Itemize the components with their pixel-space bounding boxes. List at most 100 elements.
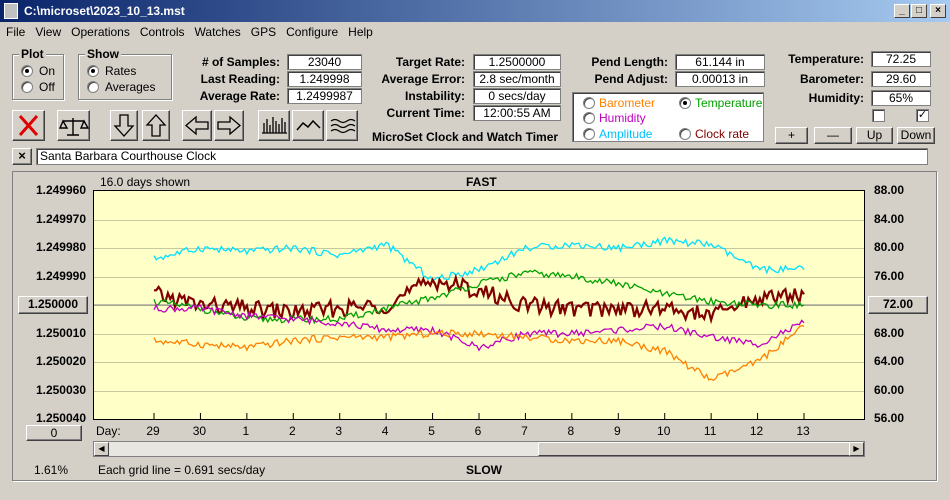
close-button[interactable]: ×	[930, 4, 946, 18]
scroll-thumb[interactable]	[538, 442, 850, 456]
samples-label: # of Samples:	[201, 55, 280, 69]
left-axis-tick-label: 1.249990	[35, 268, 86, 283]
pend-length-label: Pend Length:	[591, 55, 668, 69]
humidity-value: 65%	[871, 90, 931, 106]
arrow-left-button[interactable]	[182, 110, 212, 141]
right-axis-tick-label: 80.00	[874, 240, 905, 254]
center-rate-button[interactable]: 1.250000	[18, 296, 88, 314]
scroll-right-arrow-icon[interactable]: ▶	[849, 442, 864, 456]
overlay-amplitude-radio[interactable]	[583, 128, 595, 140]
day-tick-label: 2	[288, 424, 296, 438]
arrow-right-button[interactable]	[214, 110, 244, 141]
left-axis-tick-label: 1.249980	[35, 240, 86, 254]
close-clock-button[interactable]: ×	[12, 148, 32, 165]
left-axis-tick-label: 1.250010	[35, 325, 86, 340]
title-bar: C:\microset\2023_10_13.mst _ □ ×	[0, 0, 950, 22]
checkbox-2[interactable]: ✓	[916, 109, 929, 122]
arrow-left-icon	[184, 115, 209, 136]
slow-label: SLOW	[466, 463, 502, 477]
zoom-percent: 1.61%	[34, 463, 69, 477]
pend-length-value: 61.144 in	[675, 54, 765, 70]
barometer-value: 29.60	[871, 71, 931, 87]
overlay-temperature-radio[interactable]	[679, 97, 691, 109]
plot-off-radio[interactable]	[21, 81, 33, 93]
overlay-amplitude-label: Amplitude	[599, 127, 653, 141]
series-clock-rate	[153, 273, 805, 325]
scroll-left-arrow-icon[interactable]: ◀	[94, 442, 109, 456]
app-caption: MicroSet Clock and Watch Timer	[372, 130, 559, 144]
maximize-button[interactable]: □	[911, 4, 927, 18]
right-axis-tick-label: 84.00	[874, 211, 905, 226]
show-rates-label: Rates	[105, 64, 137, 78]
overlay-selector: Barometer Temperature Humidity Amplitude…	[572, 92, 764, 142]
scale-plus-button[interactable]: +	[775, 127, 808, 144]
overlay-clock-rate-radio[interactable]	[679, 128, 691, 140]
offset-button[interactable]: 0	[26, 425, 82, 441]
app-icon	[4, 3, 18, 19]
humidity-label: Humidity:	[808, 91, 864, 105]
minimize-button[interactable]: _	[894, 4, 910, 18]
arrow-down-button[interactable]	[110, 110, 138, 141]
clock-name-field[interactable]: Santa Barbara Courthouse Clock	[36, 148, 928, 165]
day-tick-label: 3	[335, 424, 343, 438]
menu-controls[interactable]: Controls	[139, 25, 185, 39]
series-temperature	[153, 269, 805, 325]
show-averages-radio[interactable]	[87, 81, 99, 93]
barometer-label: Barometer:	[799, 72, 864, 86]
bar-chart-button[interactable]	[258, 110, 290, 141]
overlay-humidity-radio[interactable]	[583, 112, 595, 124]
left-axis-tick-label: 1.250030	[35, 382, 86, 397]
current-time-value: 12:00:55 AM	[473, 105, 561, 121]
day-tick-label: 10	[657, 424, 671, 438]
show-rates-radio[interactable]	[87, 65, 99, 77]
overlay-barometer-label: Barometer	[599, 96, 656, 110]
right-axis-tick-label: 68.00	[874, 325, 905, 340]
center-temperature-button[interactable]: 72.00	[868, 296, 928, 314]
chart-frame	[12, 171, 937, 481]
series-amplitude	[153, 236, 805, 282]
multi-wave-button[interactable]	[326, 110, 358, 141]
day-tick-label: 7	[521, 424, 528, 438]
menu-configure[interactable]: Configure	[286, 25, 339, 39]
day-tick-label: 8	[567, 424, 575, 438]
day-tick-label: 12	[749, 424, 764, 438]
left-axis-tick-label: 1.249960	[35, 183, 86, 197]
menu-view[interactable]: View	[35, 25, 62, 39]
day-tick-label: 9	[613, 424, 621, 438]
right-axis-tick-label: 56.00	[874, 411, 905, 425]
day-tick-label: 11	[703, 424, 717, 438]
arrow-up-button[interactable]	[142, 110, 170, 141]
plot-off-label: Off	[39, 80, 55, 94]
clear-x-icon	[18, 114, 39, 137]
menu-watches[interactable]: Watches	[194, 25, 241, 39]
plot-group: Plot On Off	[12, 47, 64, 100]
line-wave-button[interactable]	[292, 110, 324, 141]
overlay-humidity-label: Humidity	[599, 111, 646, 125]
overlay-barometer-radio[interactable]	[583, 97, 595, 109]
scale-minus-button[interactable]: —	[814, 127, 852, 144]
plot-area	[93, 190, 865, 420]
overlay-clock-rate-label: Clock rate	[695, 127, 750, 141]
samples-value: 23040	[287, 54, 362, 70]
multi-wave-icon	[330, 118, 356, 134]
day-tick-label: 4	[381, 424, 389, 438]
left-axis-tick-label: 1.249970	[35, 211, 86, 226]
scale-down-button[interactable]: Down	[897, 127, 935, 144]
menu-file[interactable]: File	[6, 25, 26, 39]
show-group: Show Rates Averages	[78, 47, 172, 100]
average-rate-label: Average Rate:	[199, 89, 280, 103]
day-tick-label: 1	[242, 424, 250, 438]
plot-on-radio[interactable]	[21, 65, 33, 77]
line-wave-icon	[296, 119, 321, 131]
balance-button[interactable]	[57, 110, 90, 141]
menu-gps[interactable]: GPS	[250, 25, 277, 39]
checkbox-1[interactable]	[872, 109, 885, 122]
menu-help[interactable]: Help	[348, 25, 373, 39]
menu-operations[interactable]: Operations	[71, 25, 130, 39]
average-error-value: 2.8 sec/month	[473, 71, 561, 87]
left-axis-tick-label: 1.250020	[35, 354, 86, 368]
scale-up-button[interactable]: Up	[856, 127, 893, 144]
time-scrollbar[interactable]: ◀ ▶	[93, 441, 865, 457]
pend-adjust-label: Pend Adjust:	[594, 72, 668, 86]
clear-button[interactable]	[12, 110, 45, 141]
